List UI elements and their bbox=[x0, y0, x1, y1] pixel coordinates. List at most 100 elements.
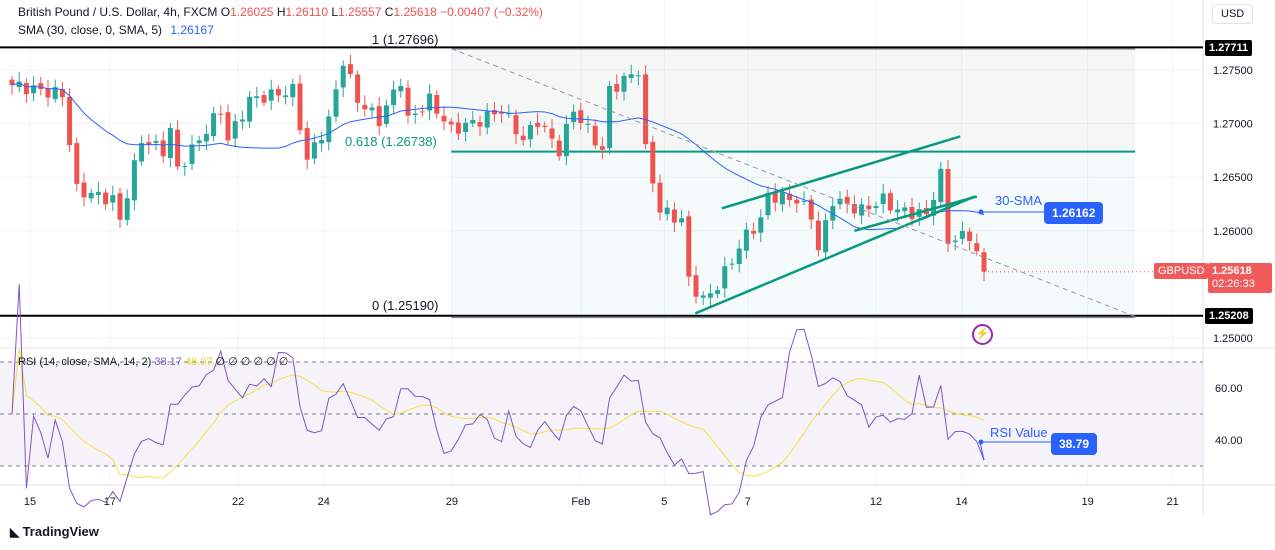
candle-body bbox=[628, 74, 634, 78]
open-value: 1.26025 bbox=[230, 5, 274, 19]
candle-body bbox=[16, 81, 22, 87]
candle-body bbox=[275, 88, 281, 96]
last-price: 1.25618 bbox=[1212, 265, 1252, 277]
candle-body bbox=[160, 140, 166, 157]
rsi-legend[interactable]: RSI (14, close, SMA, 14, 2) 38.17 48.07 … bbox=[18, 355, 288, 368]
candle-body bbox=[182, 165, 188, 167]
rsi-annotation-value: 38.79 bbox=[1051, 433, 1098, 455]
candle-body bbox=[974, 243, 980, 252]
y-tick-label: 1.25000 bbox=[1213, 333, 1253, 345]
candle-body bbox=[815, 220, 821, 251]
candle-body bbox=[491, 109, 497, 115]
candle-body bbox=[693, 275, 699, 297]
x-tick-label: 19 bbox=[1082, 496, 1094, 508]
candle-body bbox=[967, 231, 973, 241]
candle-body bbox=[635, 75, 641, 77]
candle-body bbox=[686, 216, 692, 277]
candle-body bbox=[772, 192, 778, 203]
candle-body bbox=[707, 293, 713, 298]
candle-body bbox=[715, 290, 721, 294]
y-tick-label: 1.27500 bbox=[1213, 65, 1253, 77]
candle-body bbox=[520, 135, 526, 141]
candle-body bbox=[340, 65, 346, 88]
candle-body bbox=[808, 199, 814, 220]
fib-0-label: 0 (1.25190) bbox=[372, 298, 439, 313]
candle-body bbox=[146, 142, 152, 146]
candle-body bbox=[607, 86, 613, 149]
candle-body bbox=[254, 96, 260, 99]
x-tick-label: 12 bbox=[870, 496, 882, 508]
candle-body bbox=[225, 112, 231, 141]
candle-body bbox=[650, 142, 656, 184]
candle-body bbox=[895, 209, 901, 213]
candle-body bbox=[549, 128, 555, 139]
x-tick-label: 21 bbox=[1167, 496, 1179, 508]
candle-body bbox=[52, 87, 58, 100]
bar-countdown: 02:26:33 bbox=[1212, 278, 1255, 290]
tradingview-logo[interactable]: ◣ TradingView bbox=[10, 524, 99, 539]
channel-lower-line bbox=[694, 195, 976, 315]
sma-legend-label: SMA (30, close, 0, SMA, 5) bbox=[18, 23, 163, 37]
candle-body bbox=[599, 146, 605, 150]
candle-body bbox=[765, 192, 771, 216]
candle-body bbox=[736, 248, 742, 264]
candle-body bbox=[448, 121, 454, 125]
candle-body bbox=[355, 74, 361, 103]
x-tick-label: 22 bbox=[232, 496, 244, 508]
candle-body bbox=[556, 140, 562, 157]
candle-body bbox=[758, 217, 764, 233]
x-tick-label: 15 bbox=[24, 496, 36, 508]
low-value: 1.25557 bbox=[338, 5, 382, 19]
rsi-tick-label: 40.00 bbox=[1215, 435, 1243, 447]
candle-body bbox=[563, 124, 569, 157]
lightning-icon[interactable]: ⚡ bbox=[972, 324, 993, 345]
candle-body bbox=[326, 116, 332, 143]
candle-body bbox=[67, 97, 73, 146]
candle-body bbox=[851, 204, 857, 214]
candle-body bbox=[139, 143, 145, 162]
candle-body bbox=[38, 83, 44, 90]
candle-body bbox=[175, 129, 181, 167]
rsi-tick-label: 60.00 bbox=[1215, 383, 1243, 395]
candle-body bbox=[542, 125, 548, 128]
candle-body bbox=[268, 89, 274, 101]
sma-legend[interactable]: SMA (30, close, 0, SMA, 5) 1.26167 bbox=[18, 23, 214, 37]
candle-body bbox=[153, 141, 159, 143]
candle-body bbox=[837, 198, 843, 205]
candle-body bbox=[398, 86, 404, 92]
sma-annotation-label: 30-SMA bbox=[995, 193, 1042, 208]
fib-zone-lower bbox=[451, 151, 1136, 318]
currency-button[interactable]: USD bbox=[1212, 4, 1254, 24]
change-value: −0.00407 (−0.32%) bbox=[440, 5, 543, 19]
candle-body bbox=[297, 83, 303, 131]
candle-body bbox=[592, 125, 598, 146]
candle-body bbox=[333, 89, 339, 117]
candle-body bbox=[203, 133, 209, 142]
x-tick-label: 17 bbox=[104, 496, 116, 508]
candles bbox=[9, 54, 987, 307]
candle-body bbox=[909, 206, 915, 220]
close-value: 1.25618 bbox=[393, 5, 437, 19]
candle-body bbox=[952, 240, 958, 242]
candle-body bbox=[117, 193, 123, 220]
high-value: 1.26110 bbox=[285, 5, 329, 19]
candle-body bbox=[866, 205, 872, 210]
close-label: C bbox=[384, 5, 394, 19]
candle-body bbox=[484, 111, 490, 128]
x-tick-label: 5 bbox=[661, 496, 667, 508]
candle-body bbox=[671, 209, 677, 223]
top-level-price-badge: 1.27711 bbox=[1205, 40, 1253, 56]
candle-body bbox=[679, 218, 685, 223]
symbol-legend[interactable]: British Pound / U.S. Dollar, 4h, FXCM O1… bbox=[18, 5, 543, 19]
candle-body bbox=[103, 192, 109, 205]
candle-body bbox=[700, 295, 706, 298]
candle-body bbox=[751, 230, 757, 234]
channel-mid-line bbox=[854, 195, 978, 233]
open-label: O bbox=[220, 5, 231, 19]
channel-upper-line bbox=[721, 135, 961, 210]
candle-body bbox=[779, 191, 785, 205]
candle-body bbox=[657, 182, 663, 213]
candle-body bbox=[189, 144, 195, 164]
